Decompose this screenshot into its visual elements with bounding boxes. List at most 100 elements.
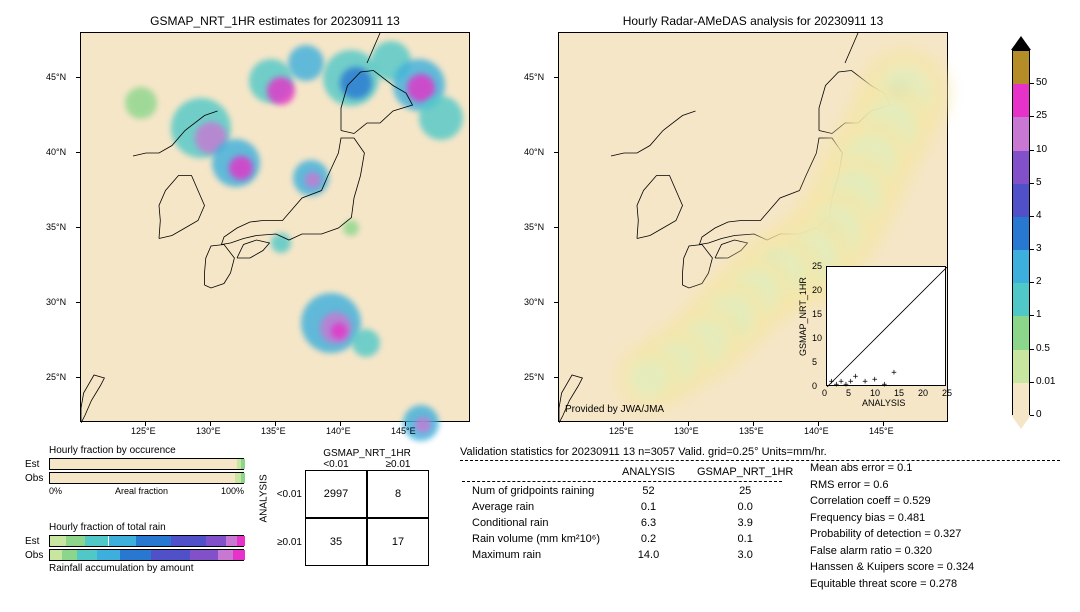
- validation-cell: 3.0: [687, 548, 803, 562]
- bar-segment: [233, 550, 245, 560]
- tick-mark: [1030, 349, 1034, 350]
- hourly-fraction-total: Hourly fraction of total rainEstObsRainf…: [25, 522, 250, 574]
- score-item: Probability of detection = 0.327: [810, 526, 974, 543]
- inset-ytick: 10: [812, 333, 822, 343]
- score-item: Correlation coeff = 0.529: [810, 493, 974, 510]
- inset-ytick: 0: [812, 381, 817, 391]
- tick-mark: [210, 422, 211, 426]
- tick-mark: [405, 422, 406, 426]
- right-map-panel: Provided by JWA/JMA++++++++++00551010151…: [558, 32, 948, 422]
- colorbar-segment: [1013, 51, 1029, 84]
- tick-mark: [1030, 216, 1034, 217]
- score-item: False alarm ratio = 0.320: [810, 543, 974, 560]
- scatter-point: +: [853, 372, 858, 382]
- colorbar-tick: 0.01: [1036, 376, 1055, 387]
- bar-axis-right: 100%: [221, 486, 244, 496]
- small-chart-title: Hourly fraction by occurence: [49, 445, 250, 456]
- colorbar-segment: [1013, 350, 1029, 383]
- contingency-cell: 8: [367, 470, 429, 518]
- inset-xtick: 0: [822, 388, 827, 398]
- colorbar-tick: 0: [1036, 409, 1042, 420]
- bar-row-label: Est: [25, 536, 49, 547]
- bar-segment: [241, 459, 245, 469]
- x-tick: 125°E: [609, 426, 634, 436]
- validation-col-header: GSMAP_NRT_1HR: [687, 465, 803, 479]
- tick-mark: [1030, 315, 1034, 316]
- colorbar-segment: [1013, 250, 1029, 283]
- y-tick: 45°N: [524, 72, 544, 82]
- tick-mark: [554, 377, 558, 378]
- y-tick: 35°N: [524, 222, 544, 232]
- tick-mark: [688, 422, 689, 426]
- contingency-cell: 2997: [305, 470, 367, 518]
- x-tick: 125°E: [131, 426, 156, 436]
- bar-footer: Rainfall accumulation by amount: [49, 563, 250, 574]
- y-tick: 45°N: [46, 72, 66, 82]
- score-item: Frequency bias = 0.481: [810, 510, 974, 527]
- validation-cell: Rain volume (mm km²10⁶): [462, 532, 610, 546]
- bar-segment: [50, 459, 237, 469]
- colorbar-arrow-top: [1011, 36, 1031, 50]
- colorbar-tick: 10: [1036, 144, 1047, 155]
- colorbar-tick: 0.5: [1036, 343, 1050, 354]
- contingency-table: GSMAP_NRT_1HR<0.01≥0.01ANALYSIS<0.012997…: [275, 448, 429, 566]
- inset-xlabel: ANALYSIS: [862, 398, 905, 408]
- tick-mark: [818, 422, 819, 426]
- inset-ytick: 20: [812, 285, 822, 295]
- bar-track: [49, 458, 244, 470]
- tick-mark: [554, 77, 558, 78]
- validation-col-header: ANALYSIS: [612, 465, 685, 479]
- score-item: Hanssen & Kuipers score = 0.324: [810, 559, 974, 576]
- colorbar-tick: 4: [1036, 210, 1042, 221]
- bar-segment: [85, 536, 108, 546]
- x-tick: 145°E: [869, 426, 894, 436]
- colorbar-segment: [1013, 283, 1029, 316]
- tick-mark: [145, 422, 146, 426]
- contingency-col-header: GSMAP_NRT_1HR: [305, 448, 429, 459]
- bar-segment: [171, 536, 206, 546]
- colorbar-segment: [1013, 316, 1029, 349]
- tick-mark: [76, 302, 80, 303]
- bar-segment: [136, 536, 171, 546]
- colorbar-arrow-bot: [1011, 415, 1031, 429]
- tick-mark: [76, 377, 80, 378]
- scatter-point: +: [872, 375, 877, 385]
- tick-mark: [623, 422, 624, 426]
- inset-xtick: 15: [894, 388, 904, 398]
- bar-segment: [62, 550, 78, 560]
- validation-cell: 0.1: [612, 500, 685, 514]
- bar-segment: [66, 536, 86, 546]
- validation-cell: Maximum rain: [462, 548, 610, 562]
- contingency-row-label: <0.01: [275, 489, 305, 500]
- validation-table: ANALYSISGSMAP_NRT_1HR Num of gridpoints r…: [460, 463, 805, 564]
- score-item: Equitable threat score = 0.278: [810, 576, 974, 593]
- scatter-point: +: [862, 377, 867, 387]
- tick-mark: [554, 152, 558, 153]
- bar-segment: [120, 550, 151, 560]
- colorbar-tick: 25: [1036, 110, 1047, 121]
- bar-segment: [241, 473, 245, 483]
- bar-row-label: Obs: [25, 473, 49, 484]
- bar-segment: [97, 550, 120, 560]
- x-tick: 135°E: [739, 426, 764, 436]
- score-list: Mean abs error = 0.1RMS error = 0.6Corre…: [810, 460, 974, 592]
- bar-segment: [50, 536, 66, 546]
- dashed-line: [462, 481, 782, 482]
- colorbar-segment: [1013, 84, 1029, 117]
- y-tick: 35°N: [46, 222, 66, 232]
- colorbar-segment: [1013, 383, 1029, 416]
- colorbar-tick: 50: [1036, 77, 1047, 88]
- tick-mark: [275, 422, 276, 426]
- validation-cell: Num of gridpoints raining: [462, 484, 610, 498]
- validation-cell: 0.0: [687, 500, 803, 514]
- x-tick: 130°E: [674, 426, 699, 436]
- inset-scatter: ++++++++++: [826, 266, 946, 386]
- validation-cell: Conditional rain: [462, 516, 610, 530]
- bar-segment: [237, 536, 245, 546]
- contingency-col-label: ≥0.01: [367, 459, 429, 470]
- tick-mark: [554, 302, 558, 303]
- colorbar-segment: [1013, 217, 1029, 250]
- inset-ytick: 5: [812, 357, 817, 367]
- left-map-title: GSMAP_NRT_1HR estimates for 20230911 13: [80, 14, 470, 28]
- contingency-row-label: ≥0.01: [275, 537, 305, 548]
